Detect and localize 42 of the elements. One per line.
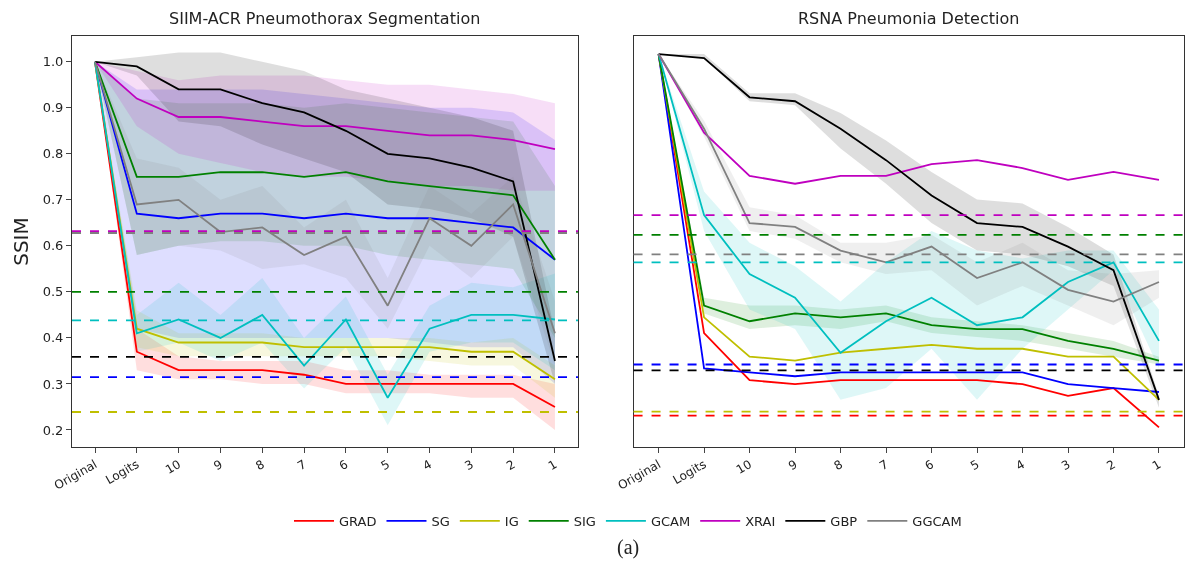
x-tick-label: 5 — [378, 457, 393, 474]
y-tick-label: 0.2 — [42, 422, 64, 438]
x-tick-label: 7 — [294, 457, 309, 474]
legend-label: GCAM — [650, 514, 691, 529]
x-tick-label: 8 — [831, 457, 846, 474]
x-tick-label: 5 — [967, 457, 982, 474]
y-tick-label: 0.3 — [42, 376, 64, 392]
legend-label: IG — [504, 514, 519, 529]
y-axis-title: SSIM — [9, 217, 34, 266]
x-tick-label: 1 — [1149, 457, 1164, 474]
x-tick-label: 9 — [785, 457, 800, 474]
y-tick-label: 0.5 — [42, 284, 64, 300]
x-tick-label: 2 — [1104, 457, 1118, 474]
x-tick-label: 6 — [336, 457, 351, 474]
x-tick-label: 7 — [876, 457, 891, 474]
y-tick-label: 0.6 — [42, 238, 64, 254]
x-tick-label: 9 — [211, 457, 225, 474]
legend-label: XRAI — [745, 514, 776, 529]
y-tick-label: 0.4 — [42, 330, 64, 346]
legend-label: GBP — [830, 514, 858, 529]
chart-title: SIIM-ACR Pneumothorax Segmentation — [169, 9, 481, 28]
x-tick-label: 6 — [922, 457, 937, 474]
text: (a) — [617, 536, 640, 559]
y-tick-label: 1.0 — [42, 54, 64, 70]
x-tick-label: 10 — [162, 457, 184, 477]
legend-label: SG — [431, 514, 450, 529]
x-tick-label: 3 — [462, 457, 476, 474]
line-series — [94, 60, 556, 151]
x-tick-label: 10 — [733, 457, 755, 477]
x-tick-label: 4 — [420, 457, 435, 474]
chart-title: RSNA Pneumonia Detection — [798, 9, 1020, 28]
x-tick-label: 4 — [1013, 457, 1028, 474]
legend-label: SIG — [573, 514, 596, 529]
x-tick-label: 1 — [545, 457, 560, 474]
x-tick-label: 2 — [504, 457, 518, 474]
y-tick-label: 0.8 — [42, 146, 64, 162]
x-tick-label: 8 — [253, 457, 267, 474]
legend-label: GGCAM — [912, 514, 962, 529]
y-tick-label: 0.7 — [42, 192, 64, 208]
legend-label: GRAD — [339, 514, 377, 529]
y-tick-label: 0.9 — [42, 100, 64, 116]
x-tick-label: 3 — [1058, 457, 1073, 474]
